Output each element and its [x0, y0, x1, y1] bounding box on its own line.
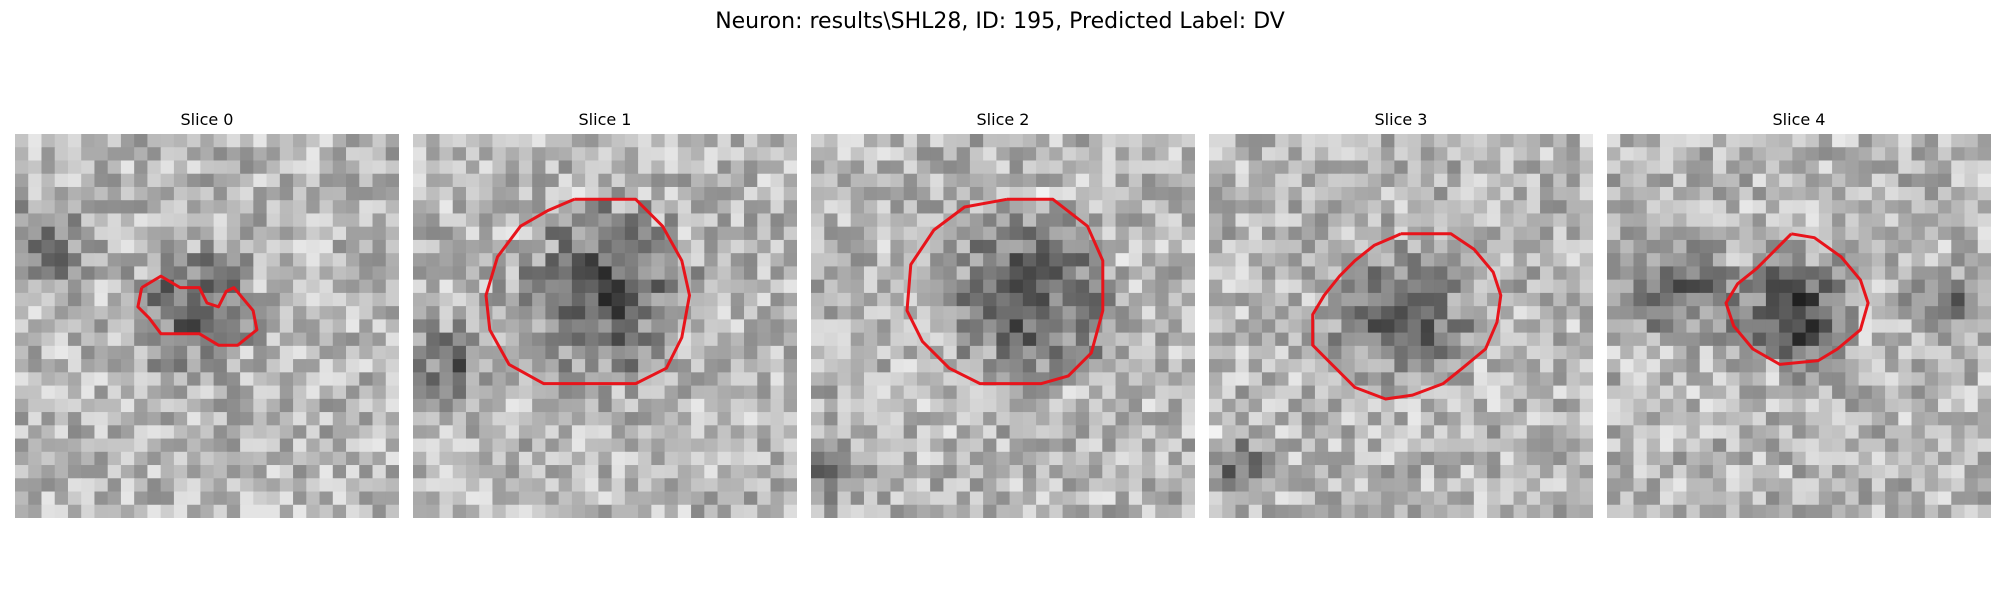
roi-contour — [905, 197, 1105, 386]
slice-title: Slice 3 — [1374, 110, 1428, 129]
roi-contour — [1724, 232, 1870, 366]
slice-pixels — [15, 134, 399, 518]
figure-title: Neuron: results\SHL28, ID: 195, Predicte… — [715, 9, 1285, 34]
roi-contour — [136, 274, 259, 347]
slice-pixels — [1209, 134, 1593, 518]
slice-pixels — [413, 134, 797, 518]
slice-image — [1209, 134, 1593, 518]
slice-pixels — [1607, 134, 1991, 518]
slice-pixels — [811, 134, 1195, 518]
slice-panel-0: Slice 0 — [15, 108, 399, 518]
slice-title: Slice 1 — [578, 110, 632, 129]
slice-image — [15, 134, 399, 518]
slice-image — [811, 134, 1195, 518]
roi-contour — [1311, 232, 1503, 401]
slice-title: Slice 4 — [1772, 110, 1826, 129]
slice-panel-4: Slice 4 — [1607, 108, 1991, 518]
slice-title: Slice 0 — [180, 110, 234, 129]
slice-image — [1607, 134, 1991, 518]
roi-contour — [484, 197, 691, 386]
slice-panel-1: Slice 1 — [413, 108, 797, 518]
slice-panel-2: Slice 2 — [811, 108, 1195, 518]
slice-title: Slice 2 — [976, 110, 1030, 129]
slice-panel-3: Slice 3 — [1209, 108, 1593, 518]
slice-image — [413, 134, 797, 518]
